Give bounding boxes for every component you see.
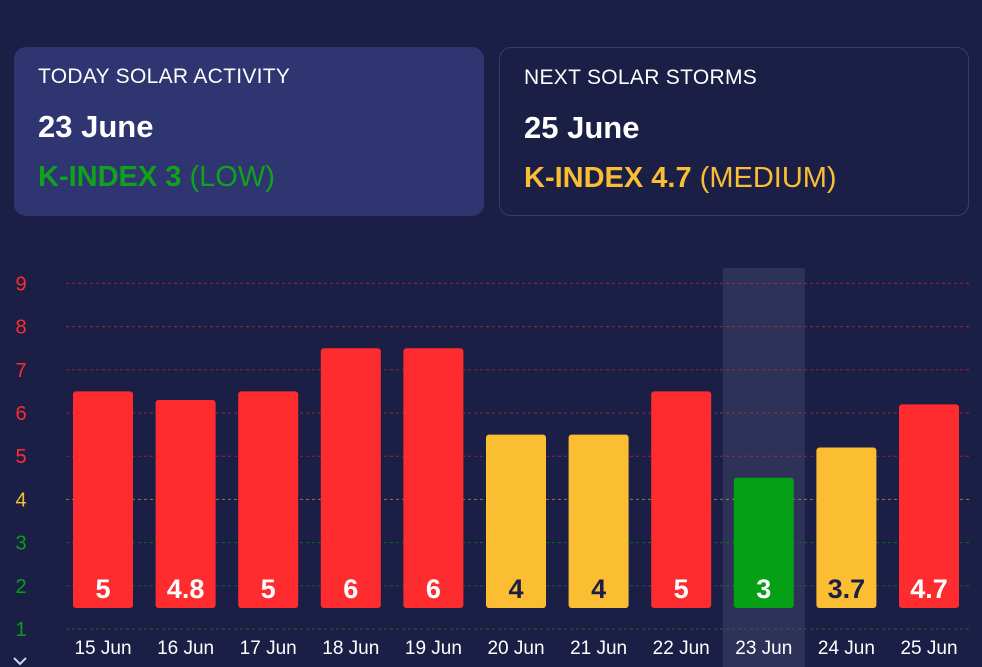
x-tick-label: 25 Jun xyxy=(900,638,957,659)
bar-value-label: 4.8 xyxy=(167,574,205,604)
bar xyxy=(899,404,959,608)
next-storms-card: NEXT SOLAR STORMS 25 June K-INDEX 4.7 (M… xyxy=(499,47,969,216)
y-tick-label: 4 xyxy=(15,489,26,511)
bar xyxy=(816,447,877,608)
bar xyxy=(238,391,299,608)
x-tick-label: 19 Jun xyxy=(405,638,462,659)
x-tick-label: 23 Jun xyxy=(735,638,792,659)
today-card-title: TODAY SOLAR ACTIVITY xyxy=(38,65,291,88)
today-k-index: K-INDEX 3 (LOW) xyxy=(38,161,460,194)
next-k-value: K-INDEX 4.7 xyxy=(524,162,692,194)
bar xyxy=(403,348,464,608)
bar-value-label: 3 xyxy=(756,574,771,604)
today-k-level: (LOW) xyxy=(189,161,275,193)
today-date: 23 June xyxy=(38,109,154,144)
bar xyxy=(320,348,381,608)
y-tick-label: 2 xyxy=(15,576,26,598)
today-k-value: K-INDEX 3 xyxy=(38,161,182,193)
chevron-down-icon[interactable] xyxy=(12,655,28,667)
x-tick-label: 17 Jun xyxy=(240,638,297,659)
next-k-level: (MEDIUM) xyxy=(699,162,837,194)
bar xyxy=(733,477,794,608)
bar xyxy=(155,400,216,608)
x-tick-label: 22 Jun xyxy=(653,638,710,659)
bar-value-label: 4 xyxy=(591,574,606,604)
today-activity-card: TODAY SOLAR ACTIVITY 23 June K-INDEX 3 (… xyxy=(14,47,484,216)
y-tick-label: 9 xyxy=(15,273,26,295)
y-tick-label: 8 xyxy=(15,317,26,339)
next-date: 25 June xyxy=(524,110,640,145)
bar-value-label: 3.7 xyxy=(828,574,866,604)
bar xyxy=(651,391,712,608)
bar xyxy=(73,391,133,608)
bar-value-label: 6 xyxy=(343,574,358,604)
x-tick-label: 21 Jun xyxy=(570,638,627,659)
x-tick-label: 20 Jun xyxy=(487,638,544,659)
bar xyxy=(486,434,546,608)
bar-value-label: 4.7 xyxy=(910,574,948,604)
y-tick-label: 1 xyxy=(15,619,26,641)
x-tick-label: 16 Jun xyxy=(157,638,214,659)
next-k-index: K-INDEX 4.7 (MEDIUM) xyxy=(524,162,944,195)
next-card-title: NEXT SOLAR STORMS xyxy=(524,66,758,89)
y-tick-label: 3 xyxy=(15,533,26,555)
bar-value-label: 5 xyxy=(261,574,276,604)
y-tick-label: 7 xyxy=(15,360,26,382)
y-tick-label: 6 xyxy=(15,403,26,425)
bar-value-label: 5 xyxy=(674,574,689,604)
bar-value-label: 5 xyxy=(95,574,110,604)
x-tick-label: 18 Jun xyxy=(322,638,379,659)
bar xyxy=(568,434,629,608)
bar-value-label: 4 xyxy=(508,574,523,604)
x-tick-label: 24 Jun xyxy=(818,638,875,659)
x-tick-label: 15 Jun xyxy=(74,638,131,659)
y-tick-label: 5 xyxy=(15,446,26,468)
bar-value-label: 6 xyxy=(426,574,441,604)
